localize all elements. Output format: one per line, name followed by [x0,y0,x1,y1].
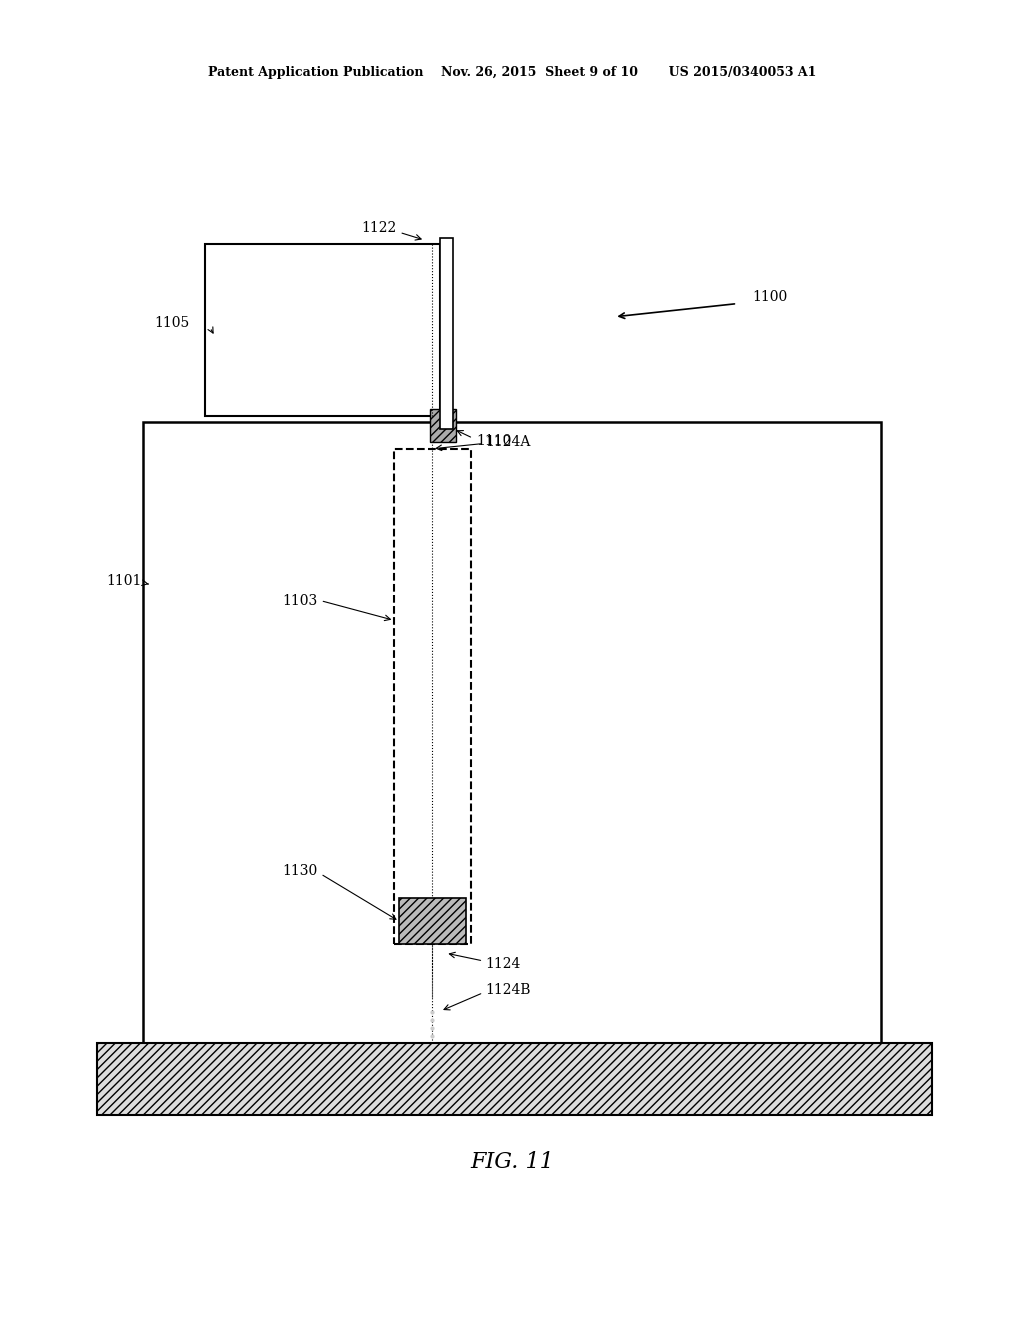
Text: 1100: 1100 [753,290,787,304]
Text: 1130: 1130 [283,865,317,878]
Text: 1124B: 1124B [485,983,530,997]
Text: FIG. 11: FIG. 11 [470,1151,554,1172]
Text: Patent Application Publication    Nov. 26, 2015  Sheet 9 of 10       US 2015/034: Patent Application Publication Nov. 26, … [208,66,816,79]
Text: 1124: 1124 [485,957,521,970]
Text: 1124A: 1124A [485,436,530,449]
Bar [430,409,456,442]
Bar [143,422,881,1056]
Bar [440,238,453,429]
Bar [97,1043,932,1115]
Text: 1105: 1105 [155,317,189,330]
Text: 1110: 1110 [476,434,512,447]
Text: 1103: 1103 [283,594,317,607]
Bar [399,898,466,944]
Text: 1122: 1122 [361,222,396,235]
Bar [205,244,440,416]
Text: 1101: 1101 [105,574,141,587]
Bar [394,449,471,944]
